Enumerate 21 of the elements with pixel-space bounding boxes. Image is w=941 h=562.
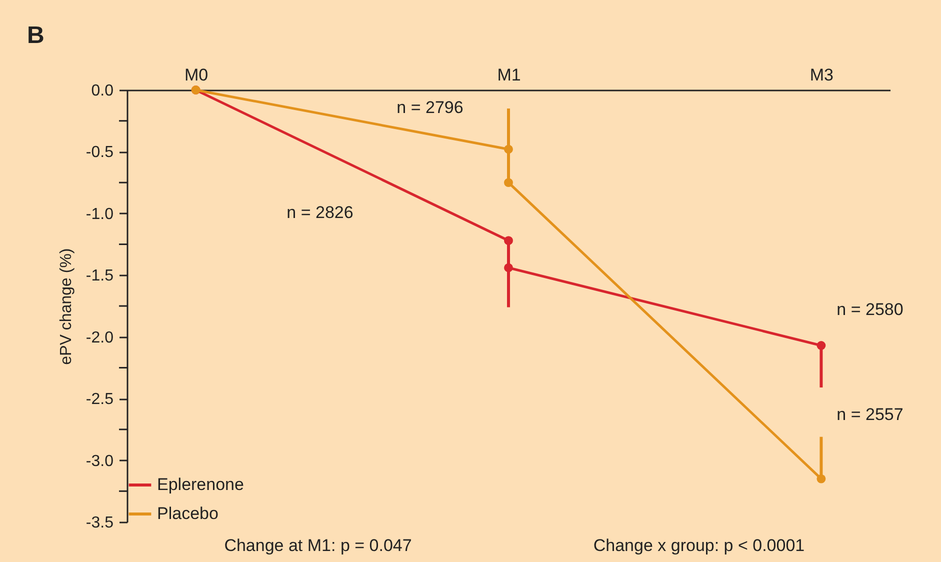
text: Change at M1: p = 0.047 xyxy=(224,536,412,555)
x-tick-label: M0 xyxy=(184,66,208,84)
x-tick-label: M1 xyxy=(497,66,521,84)
x-tick-label: M3 xyxy=(810,66,834,84)
annotation: n = 2796 xyxy=(396,98,464,117)
y-tick-label: -1.5 xyxy=(86,268,114,285)
annotation: n = 2557 xyxy=(836,405,904,424)
y-tick-label: -0.5 xyxy=(86,144,114,162)
chart-title: B xyxy=(27,22,44,49)
y-tick-label: -3.5 xyxy=(86,514,114,532)
y-tick-label: 0.0 xyxy=(91,82,114,100)
legend-label: Eplerenone xyxy=(157,475,244,494)
y-tick-label: -1.0 xyxy=(86,206,114,223)
y-tick-label: -3.0 xyxy=(86,452,114,470)
annotation: n = 2580 xyxy=(836,300,904,319)
y-tick-label: -2.0 xyxy=(86,329,114,346)
annotation: n = 2826 xyxy=(286,203,354,222)
text: Change x group: p < 0.0001 xyxy=(593,536,805,555)
y-axis-title: ePV change (%) xyxy=(58,248,75,365)
legend-label: Placebo xyxy=(157,504,218,523)
y-tick-label: -2.5 xyxy=(86,391,114,408)
